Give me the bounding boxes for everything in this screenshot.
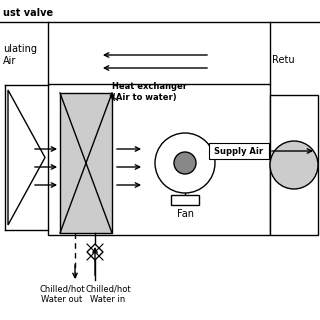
Bar bbox=[48, 84, 270, 235]
Text: Retu: Retu bbox=[272, 55, 295, 65]
Circle shape bbox=[174, 152, 196, 174]
Text: Chilled/hot
Water out: Chilled/hot Water out bbox=[39, 285, 85, 304]
Text: Supply Air: Supply Air bbox=[214, 147, 264, 156]
Text: ust valve: ust valve bbox=[3, 8, 53, 18]
Bar bbox=[270, 95, 318, 235]
Circle shape bbox=[270, 141, 318, 189]
Text: Heat exchanger
(Air to water): Heat exchanger (Air to water) bbox=[112, 82, 187, 102]
Text: Fan: Fan bbox=[177, 209, 194, 219]
Bar bbox=[171, 195, 199, 205]
FancyBboxPatch shape bbox=[209, 143, 269, 159]
Text: ulating
Air: ulating Air bbox=[3, 44, 37, 66]
Bar bbox=[60, 93, 112, 233]
Text: Chilled/hot
Water in: Chilled/hot Water in bbox=[85, 285, 131, 304]
